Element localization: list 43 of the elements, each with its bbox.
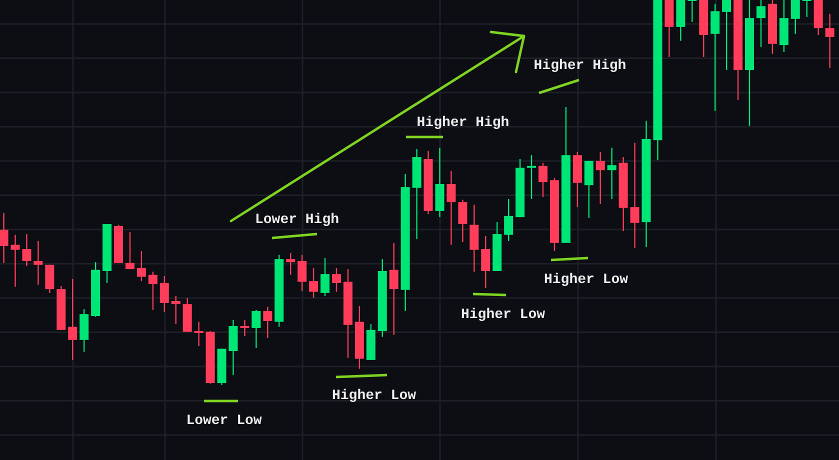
candlestick xyxy=(160,275,169,312)
candlestick xyxy=(298,254,307,292)
candlestick xyxy=(389,242,398,336)
candlestick xyxy=(630,142,640,248)
candlestick xyxy=(125,232,134,270)
candlestick xyxy=(309,267,318,299)
candlestick xyxy=(802,0,812,18)
annotation: Higher Low xyxy=(460,307,546,323)
candlestick xyxy=(722,0,732,71)
candlestick xyxy=(148,271,158,310)
candlestick xyxy=(194,321,204,347)
candlestick xyxy=(527,154,536,200)
candlestick xyxy=(171,295,180,325)
candlestick xyxy=(10,234,20,288)
candlestick xyxy=(710,3,720,112)
candlestick xyxy=(446,170,456,246)
candlestick xyxy=(596,151,605,205)
text: Higher Low xyxy=(332,388,417,404)
annotation: Higher High xyxy=(534,58,626,74)
candlestick xyxy=(825,13,834,69)
candlestick xyxy=(458,199,468,243)
annotation: Lower High xyxy=(254,212,340,228)
candlestick xyxy=(34,240,43,286)
candlestick xyxy=(240,319,250,337)
candlestick xyxy=(22,233,32,267)
candlestick xyxy=(320,257,330,297)
candlestick xyxy=(607,147,616,200)
annotation: Higher High xyxy=(416,115,510,131)
candlestick xyxy=(286,252,296,276)
candlestick xyxy=(481,235,490,289)
candlestick xyxy=(136,250,146,282)
candlestick xyxy=(263,306,272,339)
candlestick xyxy=(0,212,8,264)
candlestick xyxy=(688,0,697,23)
candlestick xyxy=(790,0,800,34)
text: Lower Low xyxy=(186,413,262,429)
annotation: Higher Low xyxy=(544,272,629,288)
candlestick xyxy=(332,267,341,292)
candlestick xyxy=(252,309,261,349)
candlestick xyxy=(538,162,548,198)
candlestick xyxy=(504,198,514,242)
candlestick xyxy=(68,278,78,361)
candlestick xyxy=(756,0,766,48)
